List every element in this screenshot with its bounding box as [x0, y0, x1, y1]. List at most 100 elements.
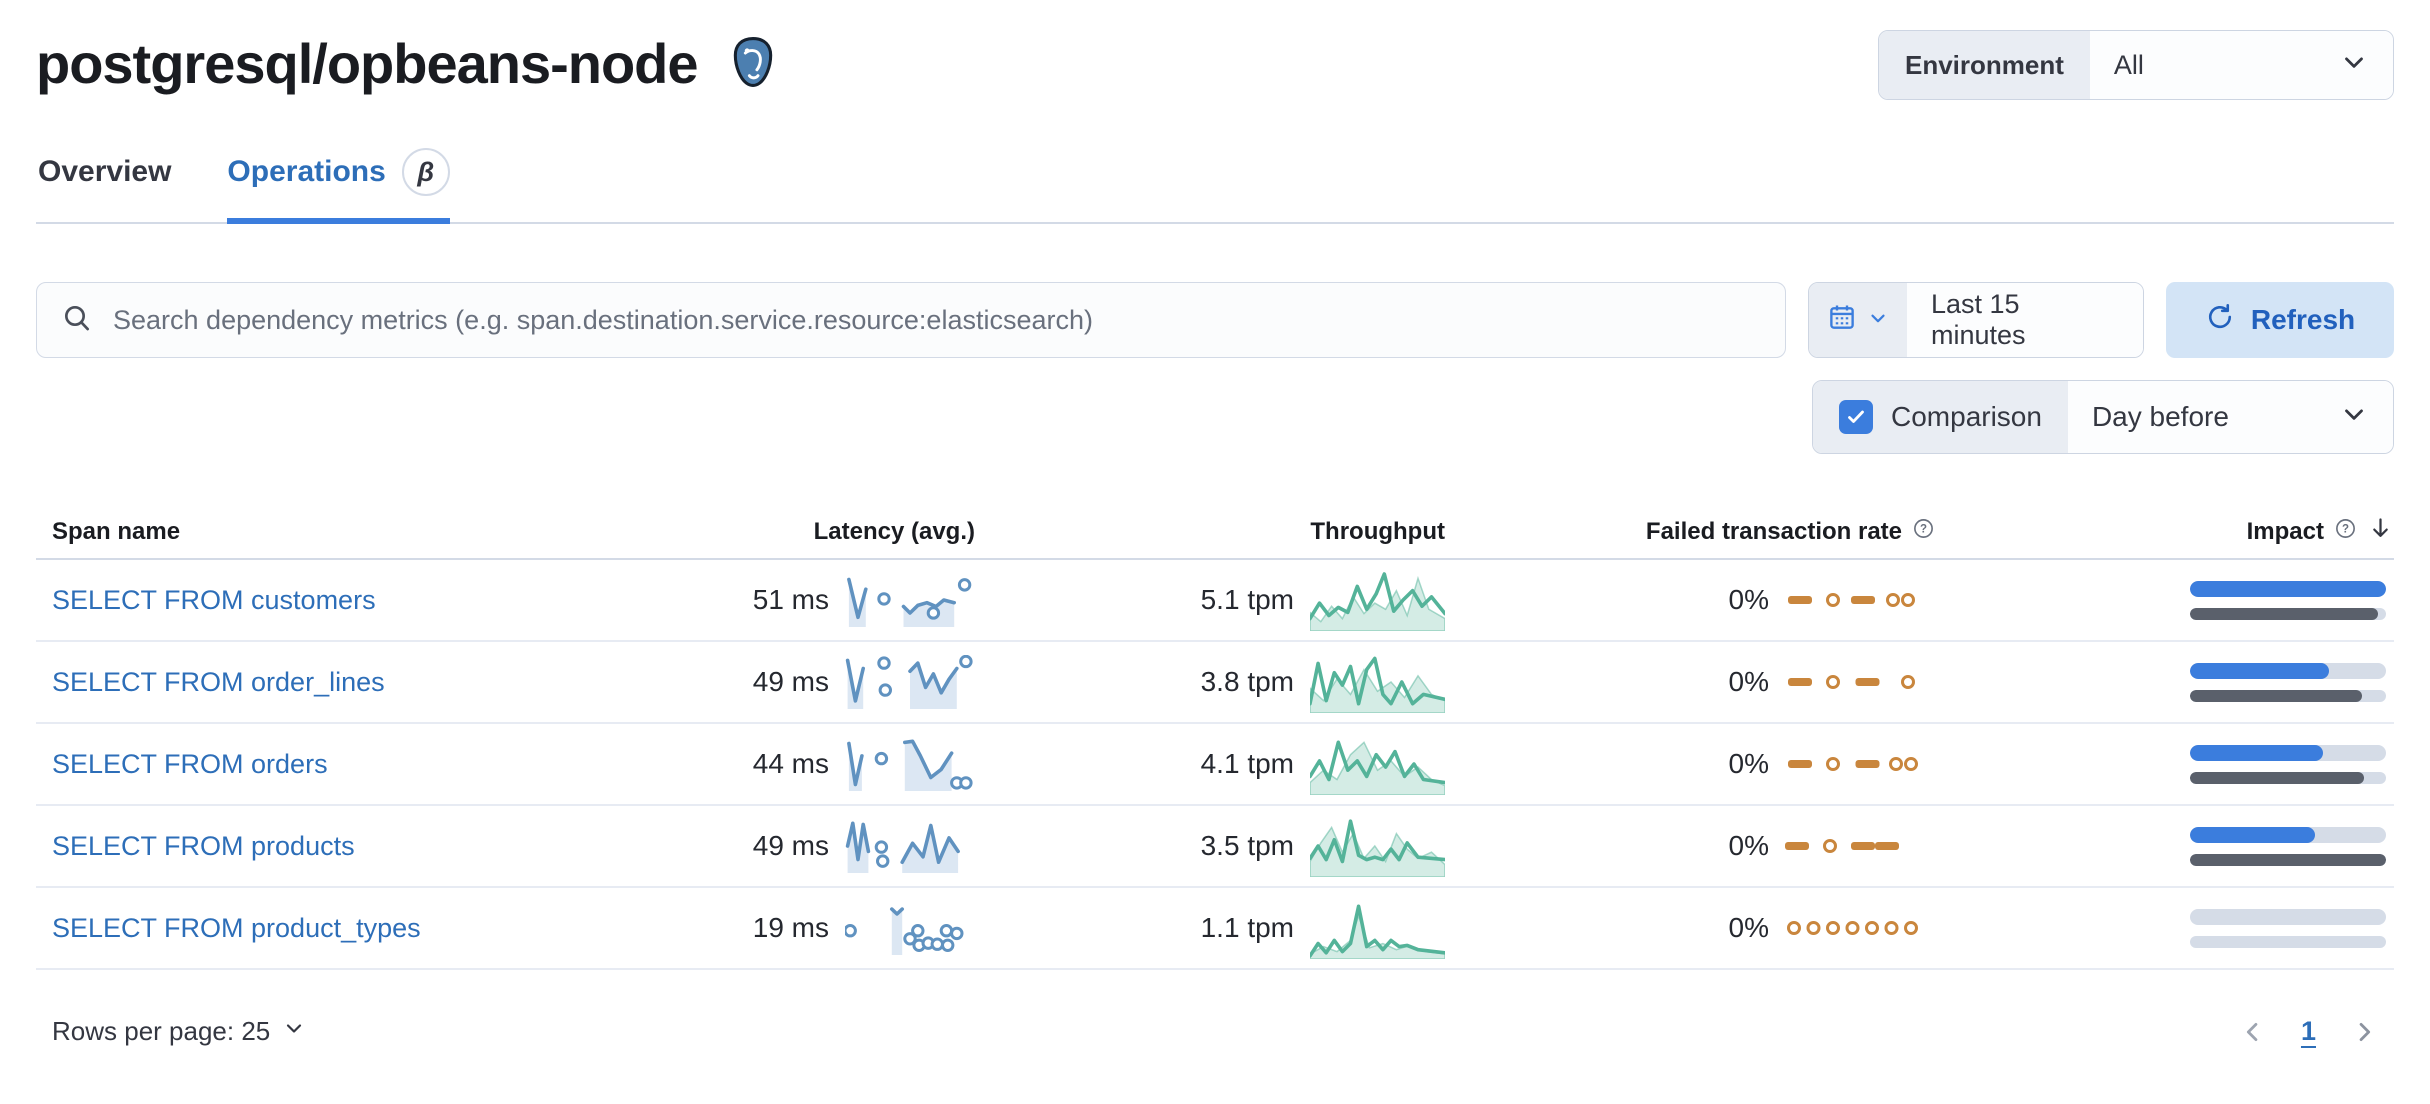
impact-bars [2190, 662, 2386, 702]
next-page-icon[interactable] [2350, 1018, 2378, 1046]
failed-rate-sparkline [1785, 831, 1935, 861]
postgresql-elephant-icon [724, 34, 782, 97]
latency-sparkline [845, 737, 975, 791]
impact-bar-current [2190, 580, 2386, 597]
impact-bar-previous [2190, 689, 2363, 702]
beta-badge: β [401, 148, 450, 196]
environment-label: Environment [1879, 31, 2090, 99]
search-box [36, 282, 1786, 358]
question-circle-icon: ? [1912, 517, 1935, 547]
span-name-link[interactable]: SELECT FROM product_types [52, 912, 421, 943]
throughput-value: 5.1 tpm [1200, 584, 1294, 615]
refresh-icon [2205, 302, 2235, 339]
chevron-down-icon [2339, 399, 2369, 436]
table-header: Span name Latency (avg.) Throughput Fail… [36, 506, 2394, 560]
tab-operations[interactable]: Operations β [227, 148, 451, 224]
failed-rate-sparkline [1785, 667, 1935, 697]
question-circle-icon: ? [2334, 517, 2357, 547]
throughput-value: 1.1 tpm [1200, 912, 1294, 943]
page-header: postgresql/opbeans-node Environment All [36, 30, 2394, 100]
comparison-control: Comparison Day before [1812, 380, 2394, 454]
table-footer: Rows per page: 25 1 [36, 1016, 2394, 1047]
latency-sparkline [845, 573, 975, 627]
comparison-label: Comparison [1891, 401, 2042, 432]
date-picker: Last 15 minutes [1808, 282, 2144, 358]
chevron-down-icon [282, 1016, 306, 1047]
failed-rate-sparkline [1785, 749, 1935, 779]
previous-page-icon[interactable] [2239, 1018, 2267, 1046]
impact-bar-current [2190, 662, 2330, 679]
latency-value: 19 ms [752, 912, 829, 943]
comparison-checkbox[interactable] [1839, 400, 1873, 434]
span-name-link[interactable]: SELECT FROM orders [52, 748, 328, 779]
latency-value: 51 ms [752, 584, 829, 615]
span-name-link[interactable]: SELECT FROM products [52, 830, 355, 861]
table-row: SELECT FROM products 49 ms 3.5 tpm 0% [36, 806, 2394, 888]
failed-rate-sparkline [1785, 585, 1935, 615]
chevron-down-icon [1867, 305, 1889, 336]
environment-value: All [2113, 49, 2144, 80]
failed-rate-sparkline [1785, 913, 1935, 943]
column-impact[interactable]: Impact ? [1935, 515, 2394, 549]
time-range-button[interactable]: Last 15 minutes [1907, 283, 2143, 357]
table-row: SELECT FROM order_lines 49 ms 3.8 tpm 0% [36, 642, 2394, 724]
svg-text:?: ? [1920, 524, 1927, 536]
column-throughput[interactable]: Throughput [1310, 518, 1445, 545]
calendar-icon [1827, 302, 1857, 339]
tabs: Overview Operations β [36, 148, 2394, 224]
impact-bar-previous [2190, 607, 2379, 620]
throughput-sparkline [1310, 815, 1445, 877]
sort-desc-icon [2367, 515, 2394, 549]
throughput-value: 3.8 tpm [1200, 666, 1294, 697]
table-row: SELECT FROM orders 44 ms 4.1 tpm 0% [36, 724, 2394, 806]
operations-table: Span name Latency (avg.) Throughput Fail… [36, 506, 2394, 970]
throughput-value: 3.5 tpm [1200, 830, 1294, 861]
failed-rate-value: 0% [1728, 666, 1769, 697]
comparison-select[interactable]: Day before [2067, 381, 2393, 453]
latency-value: 44 ms [752, 748, 829, 779]
throughput-sparkline [1310, 733, 1445, 795]
failed-rate-value: 0% [1728, 830, 1769, 861]
failed-rate-value: 0% [1728, 912, 1769, 943]
latency-value: 49 ms [752, 666, 829, 697]
rows-per-page-button[interactable]: Rows per page: 25 [52, 1016, 306, 1047]
page-number[interactable]: 1 [2300, 1016, 2316, 1046]
impact-bar-current [2190, 744, 2324, 761]
page-title: postgresql/opbeans-node [36, 32, 698, 95]
apm-dependency-operations-page: postgresql/opbeans-node Environment All [36, 30, 2394, 1047]
table-row: SELECT FROM product_types 19 ms 1.1 tpm … [36, 888, 2394, 970]
environment-filter[interactable]: Environment All [1878, 30, 2394, 100]
tab-overview[interactable]: Overview [38, 155, 172, 188]
throughput-sparkline [1310, 651, 1445, 713]
impact-bars [2190, 908, 2386, 948]
latency-sparkline [845, 901, 975, 955]
impact-bar-previous [2190, 771, 2365, 784]
impact-bar-current [2190, 826, 2316, 843]
impact-bars [2190, 744, 2386, 784]
throughput-value: 4.1 tpm [1200, 748, 1294, 779]
span-name-link[interactable]: SELECT FROM customers [52, 584, 376, 615]
column-failed-rate[interactable]: Failed transaction rate ? [1445, 517, 1935, 547]
comparison-row: Comparison Day before [36, 380, 2394, 454]
column-span-name: Span name [52, 518, 181, 545]
failed-rate-value: 0% [1728, 584, 1769, 615]
svg-text:?: ? [2342, 524, 2349, 536]
impact-bars [2190, 580, 2386, 620]
failed-rate-value: 0% [1728, 748, 1769, 779]
latency-sparkline [845, 655, 975, 709]
latency-value: 49 ms [752, 830, 829, 861]
span-name-link[interactable]: SELECT FROM order_lines [52, 666, 385, 697]
date-quick-select-button[interactable] [1809, 283, 1907, 357]
search-input[interactable] [113, 304, 1761, 336]
chevron-down-icon [2339, 47, 2369, 84]
throughput-sparkline [1310, 569, 1445, 631]
impact-bar-previous [2190, 853, 2386, 866]
throughput-sparkline [1310, 897, 1445, 959]
pagination: 1 [2239, 1016, 2378, 1047]
refresh-button[interactable]: Refresh [2166, 282, 2394, 358]
table-body: SELECT FROM customers 51 ms 5.1 tpm 0% S… [36, 560, 2394, 970]
search-icon [61, 302, 93, 339]
latency-sparkline [845, 819, 975, 873]
column-latency[interactable]: Latency (avg.) [813, 518, 975, 545]
impact-bars [2190, 826, 2386, 866]
